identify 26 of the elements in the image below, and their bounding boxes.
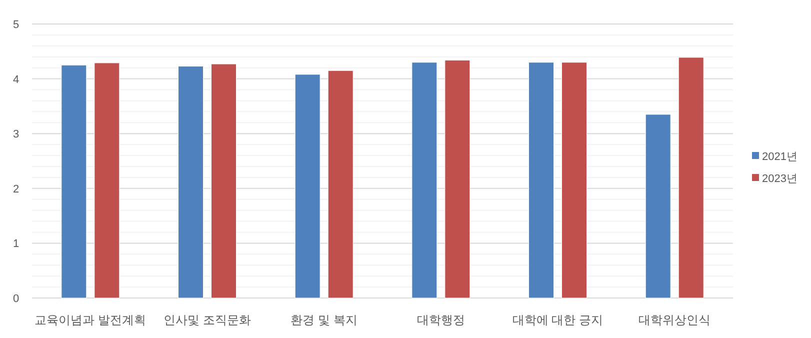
y-tick-label: 5 [12,19,20,31]
bar [61,64,87,298]
x-tick-label: 환경 및 복지 [290,313,358,327]
x-tick-label: 교육이념과 발전계획 [34,313,146,327]
legend-label: 2021년 [762,151,798,163]
bar [412,62,438,298]
x-tick-label: 대학위상인식 [638,313,711,327]
y-tick-label: 4 [12,74,20,86]
legend-label: 2023년 [762,173,798,185]
bar [562,62,587,298]
bar [444,60,470,298]
bar [294,74,320,298]
bar [211,64,236,298]
y-tick-label: 1 [12,238,20,250]
x-tick-label: 대학행정 [416,313,465,327]
bar [678,57,704,298]
x-tick-label: 인사및 조직문화 [164,313,251,327]
bar [328,70,354,298]
bar [528,62,554,298]
x-tick-label: 대학에 대한 긍지 [512,313,604,327]
bar [645,114,671,298]
y-tick-label: 3 [12,128,20,141]
y-tick-label: 2 [12,183,20,196]
bar [94,62,120,298]
bar [178,66,204,298]
y-tick-label: 0 [12,293,20,305]
